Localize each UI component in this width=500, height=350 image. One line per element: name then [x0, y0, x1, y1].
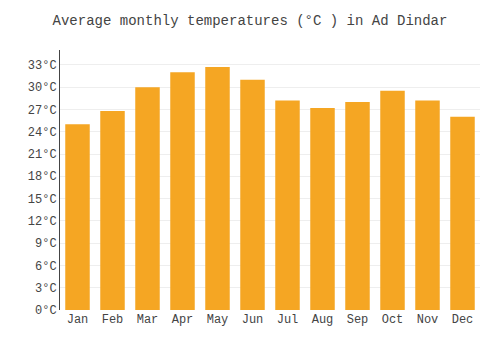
svg-text:Jan: Jan [67, 313, 89, 327]
svg-text:18°C: 18°C [28, 170, 57, 184]
svg-text:Oct: Oct [382, 313, 404, 327]
svg-text:3°C: 3°C [35, 282, 57, 296]
svg-text:Jul: Jul [277, 313, 299, 327]
svg-text:0°C: 0°C [35, 304, 57, 318]
svg-text:May: May [207, 313, 229, 327]
svg-text:Sep: Sep [347, 313, 369, 327]
svg-text:Dec: Dec [452, 313, 474, 327]
svg-text:21°C: 21°C [28, 148, 57, 162]
svg-text:Aug: Aug [312, 313, 334, 327]
svg-text:6°C: 6°C [35, 260, 57, 274]
svg-text:24°C: 24°C [28, 126, 57, 140]
svg-text:Nov: Nov [417, 313, 439, 327]
svg-text:Jun: Jun [242, 313, 264, 327]
svg-text:15°C: 15°C [28, 193, 57, 207]
svg-text:9°C: 9°C [35, 237, 57, 251]
svg-text:Apr: Apr [172, 313, 194, 327]
svg-text:Average monthly temperatures (: Average monthly temperatures (°C ) in Ad… [53, 13, 448, 29]
svg-text:33°C: 33°C [28, 59, 57, 73]
svg-text:12°C: 12°C [28, 215, 57, 229]
svg-text:Feb: Feb [102, 313, 124, 327]
svg-text:27°C: 27°C [28, 104, 57, 118]
svg-text:Mar: Mar [137, 313, 159, 327]
svg-text:30°C: 30°C [28, 81, 57, 95]
